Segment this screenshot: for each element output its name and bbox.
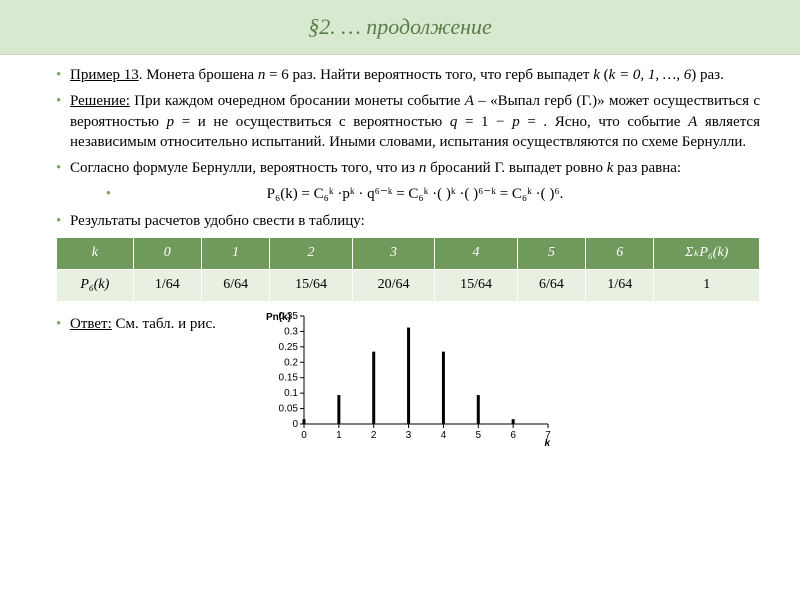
t: Результаты расчетов удобно свести в табл… [70,213,365,229]
xtick-label: 5 [475,430,481,441]
chart-xlabel: k [544,438,550,448]
xtick-label: 3 [406,430,412,441]
bullet-results: Результаты расчетов удобно свести в табл… [56,211,760,231]
t: ( [600,67,609,83]
bullet-example: Пример 13. Монета брошена n = 6 раз. Най… [56,65,760,85]
answer-label: Ответ: [70,316,112,332]
t: ) раз. [691,67,724,83]
xtick-label: 4 [441,430,447,441]
cell: 1/64 [586,269,654,301]
t: = и не осуществиться с вероятностью [174,114,450,130]
ytick-label: 0.25 [278,341,298,352]
var-p2: p [512,114,520,130]
t: = 6 раз. Найти вероятность того, что гер… [265,67,593,83]
cell: 6/64 [201,269,269,301]
ytick-label: 0.05 [278,403,298,414]
t: Согласно формуле Бернулли, вероятность т… [70,160,419,176]
title-bar: §2. … продолжение [0,0,800,55]
ytick-label: 0.35 [278,311,298,322]
t: См. табл. и рис. [112,316,216,332]
ytick-label: 0 [292,419,298,430]
answer-row: Ответ: См. табл. и рис. Pn(k)00.050.10.1… [56,308,760,448]
bar [407,327,410,423]
bullet-solution: Решение: При каждом очередном бросании м… [56,91,760,152]
xtick-label: 1 [336,430,342,441]
var-A: A [465,93,474,109]
var-A2: A [688,114,697,130]
row-label: P₆(k) [57,269,134,301]
th-col: 0 [133,237,201,269]
cell-sum: 1 [654,269,760,301]
cell: 6/64 [517,269,585,301]
solution-label: Решение: [70,93,130,109]
slide: §2. … продолжение Пример 13. Монета брош… [0,0,800,600]
table-body: P₆(k)1/646/6415/6420/6415/646/641/641 [57,269,760,301]
var-k: k [593,67,600,83]
t: = 1 − [457,114,512,130]
cell: 1/64 [133,269,201,301]
xtick-label: 6 [510,430,516,441]
chart-container: Pn(k)00.050.10.150.20.250.30.3501234567k [256,308,556,448]
bar [372,351,375,423]
bar [442,351,445,423]
formula-text: P₆(k) = C₆ᵏ ·pᵏ · q⁶⁻ᵏ = C₆ᵏ ·( )ᵏ ·( )⁶… [267,186,564,202]
th-col: 2 [270,237,352,269]
k-vals: k = 0, 1, …, 6 [609,67,692,83]
probability-table: k0123456ΣₖP₆(k) P₆(k)1/646/6415/6420/641… [56,237,760,302]
xtick-label: 2 [371,430,377,441]
t: . Монета брошена [139,67,258,83]
cell: 15/64 [435,269,517,301]
formula: P₆(k) = C₆ᵏ ·pᵏ · q⁶⁻ᵏ = C₆ᵏ ·( )ᵏ ·( )⁶… [56,184,760,204]
th-col: 4 [435,237,517,269]
bar [512,419,515,424]
content: Пример 13. Монета брошена n = 6 раз. Най… [0,55,800,448]
t: раз равна: [613,160,681,176]
cell: 15/64 [270,269,352,301]
th-col: 6 [586,237,654,269]
bar [302,419,305,424]
th-col: 3 [352,237,434,269]
th-col: 5 [517,237,585,269]
ytick-label: 0.2 [284,357,298,368]
t: При каждом очередном бросании монеты соб… [130,93,465,109]
bullet-list-2: Результаты расчетов удобно свести в табл… [56,211,760,231]
ytick-label: 0.3 [284,326,298,337]
xtick-label: 0 [301,430,307,441]
th-k: k [57,237,134,269]
t: = . Ясно, что событие [520,114,688,130]
bar [477,395,480,424]
bullet-list: Пример 13. Монета брошена n = 6 раз. Най… [56,65,760,178]
th-sum: ΣₖP₆(k) [654,237,760,269]
var-p: p [167,114,175,130]
probability-chart: Pn(k)00.050.10.150.20.250.30.3501234567k [256,308,556,448]
example-label: Пример 13 [70,67,139,83]
cell: 20/64 [352,269,434,301]
ytick-label: 0.1 [284,388,298,399]
table-head: k0123456ΣₖP₆(k) [57,237,760,269]
slide-title: §2. … продолжение [308,14,492,40]
bar [337,395,340,424]
bullet-answer: Ответ: См. табл. и рис. [56,308,216,334]
ytick-label: 0.15 [278,372,298,383]
th-col: 1 [201,237,269,269]
t: бросаний Г. выпадет ровно [426,160,606,176]
bullet-bernoulli: Согласно формуле Бернулли, вероятность т… [56,158,760,178]
